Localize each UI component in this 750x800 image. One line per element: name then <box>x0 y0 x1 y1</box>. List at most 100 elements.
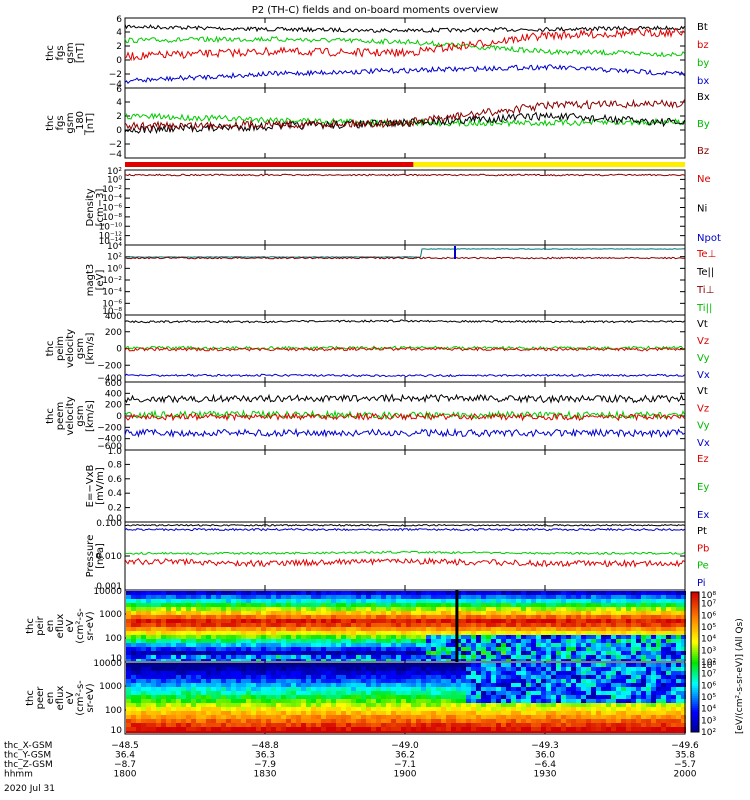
ylabel-line: thc <box>45 408 56 424</box>
colorbar-tick: 10⁴ <box>701 705 716 715</box>
colorbar-cell <box>691 608 699 610</box>
colorbar-cell <box>691 722 699 724</box>
legend-label: Pb <box>697 543 709 554</box>
ylabel-line: [nT] <box>75 43 86 63</box>
ytick-label: 2 <box>116 112 122 122</box>
legend-label: Pe <box>697 561 709 572</box>
xaxis-tick-label: −49.6 <box>671 741 699 751</box>
colorbar-cell <box>691 718 699 720</box>
ytick-label: 10⁻⁸ <box>102 213 122 223</box>
legend-label: Pi <box>697 578 706 589</box>
legend-label: Vz <box>697 336 709 347</box>
colorbar-cell <box>691 592 699 594</box>
colorbar-cell <box>691 712 699 714</box>
colorbar-cell <box>691 720 699 722</box>
ylabel-line: thc <box>45 341 56 357</box>
spectrogram-frame <box>124 661 686 735</box>
series-Pe <box>124 550 685 555</box>
electron-spectrogram <box>126 663 686 733</box>
xaxis-tick-label: 2000 <box>674 770 697 780</box>
mode-bar-slow <box>125 162 414 167</box>
colorbar-cell <box>691 690 699 692</box>
ylabel-line: thc <box>45 115 56 131</box>
ytick-label: 10⁻² <box>102 185 122 195</box>
xaxis-row-name: thc_X-GSM <box>4 741 52 751</box>
colorbar-cell <box>691 730 699 732</box>
ytick-label: 10⁻⁴ <box>102 288 122 298</box>
series-Vt <box>124 319 685 324</box>
ytick-label: 4 <box>116 28 122 38</box>
ytick-label: 0.100 <box>96 519 122 529</box>
colorbar-cell <box>691 676 699 678</box>
colorbar-cell <box>691 664 699 666</box>
series-Vz <box>124 346 685 352</box>
legend-label: Pt <box>697 526 707 537</box>
ytick-label: 6 <box>116 15 122 25</box>
xaxis-tick-label: 1930 <box>534 770 557 780</box>
colorbar-tick: 10⁵ <box>701 623 716 633</box>
colorbar-cell <box>691 686 699 688</box>
xaxis-tick-label: 36.4 <box>115 751 135 761</box>
colorbar-cell <box>691 684 699 686</box>
colorbar-cell <box>691 634 699 636</box>
colorbar-cell <box>691 682 699 684</box>
series-Pt <box>125 523 685 527</box>
colorbar-cell <box>691 678 699 680</box>
legend-label: bz <box>697 40 709 51</box>
xaxis-tick-label: −48.8 <box>251 741 279 751</box>
xaxis-tick-label: −5.7 <box>674 760 696 770</box>
ylabel-line: eV <box>65 619 76 632</box>
mode-bar-fast <box>413 162 685 167</box>
ylabel-line: eflux <box>55 686 66 711</box>
series-Ne <box>124 173 685 177</box>
series-bz <box>124 27 685 62</box>
ylabel-line: velocity <box>65 396 76 435</box>
colorbar-tick: 10² <box>701 728 716 738</box>
ytick-label: 0 <box>116 412 122 422</box>
series-bx <box>124 64 685 85</box>
colorbar-cell <box>691 658 699 660</box>
colorbar-cell <box>691 638 699 640</box>
series-Vx <box>124 427 685 439</box>
ytick-label: 10⁴ <box>107 242 122 252</box>
ylabel-line: peem <box>55 402 66 430</box>
ytick-label: 400 <box>105 389 122 399</box>
ytick-label: −4 <box>109 150 123 160</box>
ylabel-line: (cm²-s- <box>75 608 86 644</box>
series-Vx <box>124 373 685 378</box>
colorbar-cell <box>691 626 699 628</box>
ytick-label: 6 <box>116 85 122 95</box>
ytick-label: 10⁻¹² <box>99 232 123 242</box>
ylabel-line: eV <box>65 691 76 704</box>
figure-title: P2 (TH-C) fields and on-board moments ov… <box>252 5 499 16</box>
data-gap-bar <box>455 590 459 662</box>
colorbar-cell <box>691 618 699 620</box>
ytick-label: 10⁻⁶ <box>102 299 122 309</box>
colorbar-tick: 10⁸ <box>701 661 716 671</box>
colorbar-cell <box>691 688 699 690</box>
ytick-label: 400 <box>105 312 122 322</box>
colorbar-cell <box>691 632 699 634</box>
legend-label: Ez <box>697 454 709 465</box>
ylabel-line: [km/s] <box>85 332 96 364</box>
colorbar-tick: 10² <box>701 658 716 668</box>
ytick-label: 4 <box>116 98 122 108</box>
ylabel-line: gsm <box>75 405 86 426</box>
ytick-label: 200 <box>105 401 122 411</box>
legend-label: Te|| <box>696 267 714 278</box>
legend-label: Ni <box>697 204 707 215</box>
legend-label: Vy <box>697 421 710 432</box>
ytick-label: −600 <box>97 442 122 452</box>
colorbar-tick: 10⁸ <box>701 591 716 601</box>
ytick-label: 10 <box>111 726 123 736</box>
ylabel-line: [nPa] <box>95 543 106 569</box>
colorbar-cell <box>691 670 699 672</box>
ytick-label: −400 <box>97 374 122 384</box>
ylabel-line: eflux <box>55 614 66 639</box>
colorbar-tick: 10⁶ <box>701 681 716 691</box>
series-Te <box>124 256 685 260</box>
colorbar-frame <box>690 591 700 733</box>
ylabel-line: gsm <box>75 338 86 359</box>
ylabel-line: gsm <box>65 42 76 63</box>
series-Vz <box>124 411 685 422</box>
